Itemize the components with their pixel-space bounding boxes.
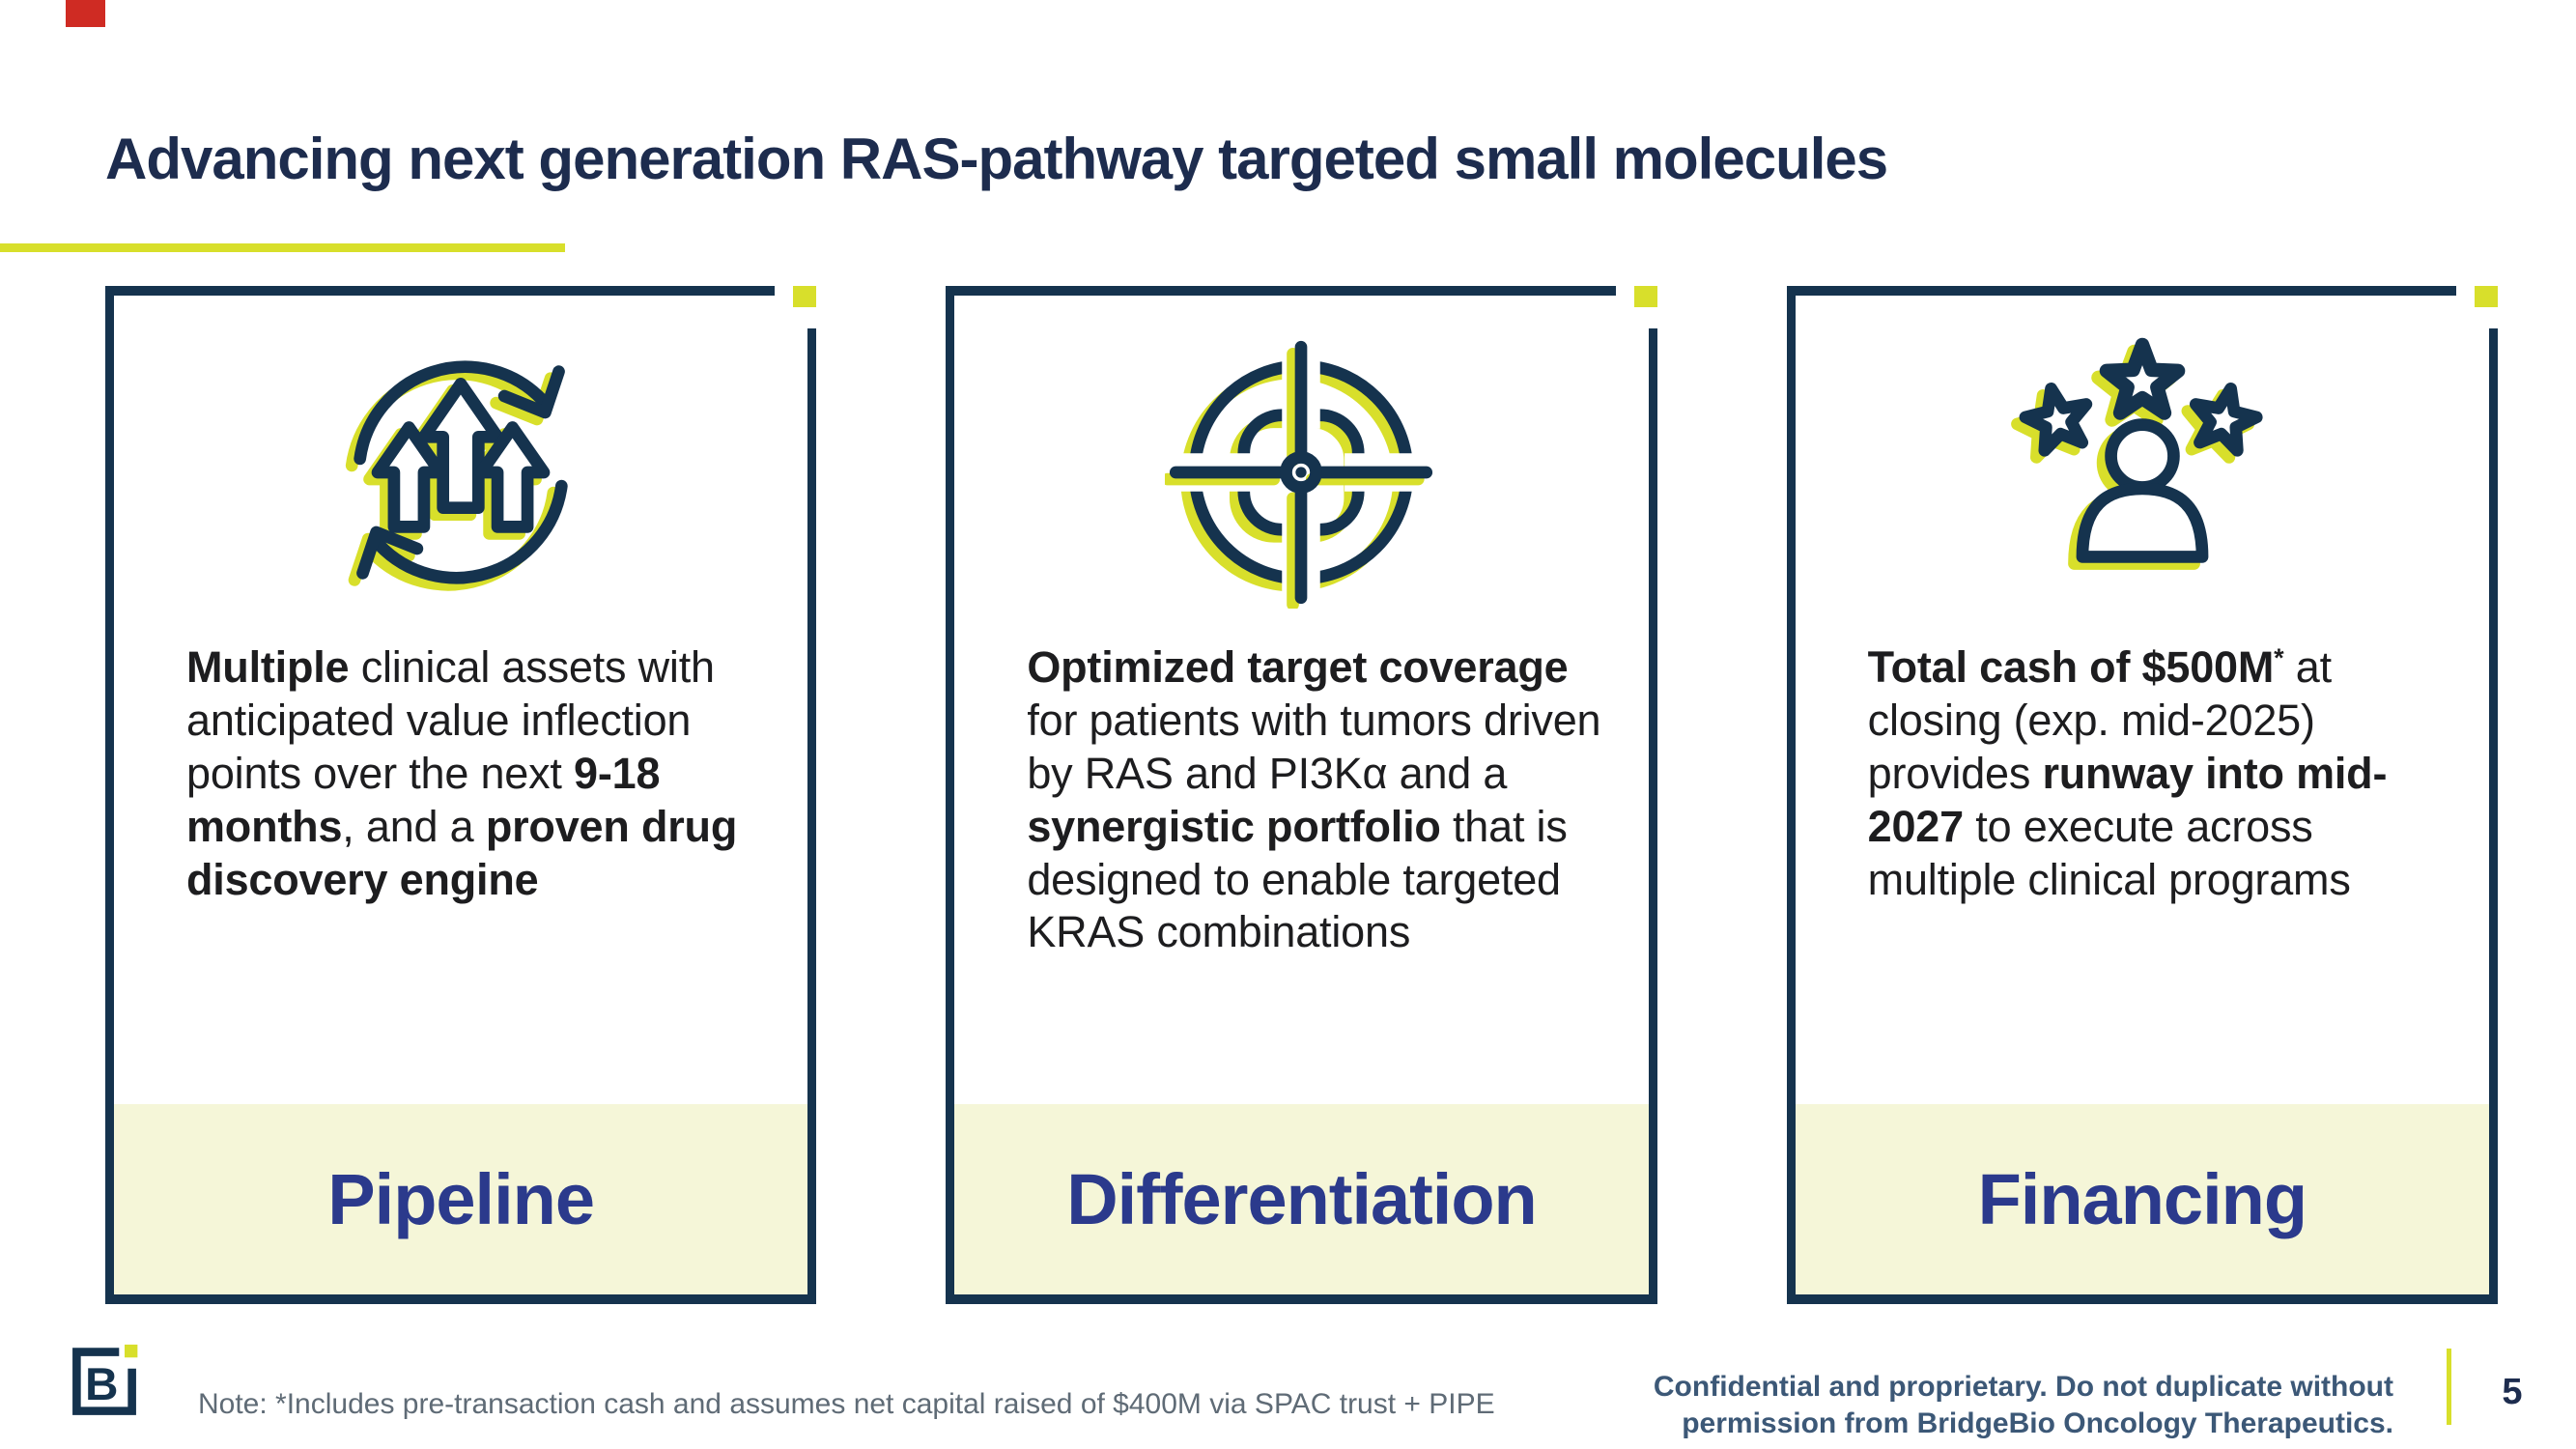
card-label-band: Differentiation bbox=[954, 1104, 1649, 1294]
cards-row: Multiple clinical assets with anticipate… bbox=[105, 286, 2498, 1304]
target-icon bbox=[1165, 340, 1433, 609]
logo-letter: B bbox=[85, 1359, 118, 1410]
card-border-bottom bbox=[1786, 1294, 2498, 1304]
card-corner-accent bbox=[1633, 286, 1657, 307]
card-border-top bbox=[1786, 286, 2456, 296]
card-label: Pipeline bbox=[327, 1159, 595, 1239]
card-border-left bbox=[105, 286, 114, 1304]
slide-title: Advancing next generation RAS-pathway ta… bbox=[105, 127, 1888, 191]
red-corner-marker bbox=[66, 0, 105, 27]
card-label-band: Financing bbox=[1795, 1104, 2489, 1294]
card-border-left bbox=[1786, 286, 1796, 1304]
page-number: 5 bbox=[2502, 1372, 2523, 1412]
footer-divider bbox=[2447, 1349, 2451, 1425]
card-financing: Total cash of $500M* at closing (exp. mi… bbox=[1786, 286, 2498, 1304]
card-body-text: Multiple clinical assets with anticipate… bbox=[186, 642, 738, 904]
confidential-line-1: Confidential and proprietary. Do not dup… bbox=[1653, 1371, 2393, 1403]
card-body-text: Optimized target coverage for patients w… bbox=[1027, 642, 1601, 957]
card-border-top bbox=[105, 286, 776, 296]
card-border-right bbox=[807, 328, 817, 1304]
card-label: Financing bbox=[1977, 1159, 2307, 1239]
confidential-line-2: permission from BridgeBio Oncology Thera… bbox=[1682, 1406, 2393, 1439]
logo-green-dot bbox=[125, 1344, 138, 1358]
card-corner-accent bbox=[793, 286, 817, 307]
card-body-text: Total cash of $500M* at closing (exp. mi… bbox=[1867, 642, 2388, 904]
card-border-left bbox=[946, 286, 955, 1304]
card-label: Differentiation bbox=[1066, 1159, 1538, 1239]
card-border-bottom bbox=[946, 1294, 1657, 1304]
card-corner-accent bbox=[2474, 286, 2498, 307]
person-stars-icon bbox=[2010, 337, 2263, 570]
title-underline bbox=[0, 243, 565, 252]
bridgebio-logo: B bbox=[72, 1344, 138, 1415]
card-differentiation: Optimized target coverage for patients w… bbox=[946, 286, 1657, 1304]
card-border-right bbox=[2488, 328, 2498, 1304]
card-pipeline: Multiple clinical assets with anticipate… bbox=[105, 286, 817, 1304]
card-label-band: Pipeline bbox=[114, 1104, 808, 1294]
card-border-right bbox=[1648, 328, 1657, 1304]
confidential-notice: Confidential and proprietary. Do not dup… bbox=[1524, 1369, 2393, 1441]
footnote: Note: *Includes pre-transaction cash and… bbox=[198, 1388, 1495, 1420]
cycle-growth-icon bbox=[346, 360, 568, 591]
card-border-top bbox=[946, 286, 1616, 296]
card-border-bottom bbox=[105, 1294, 817, 1304]
